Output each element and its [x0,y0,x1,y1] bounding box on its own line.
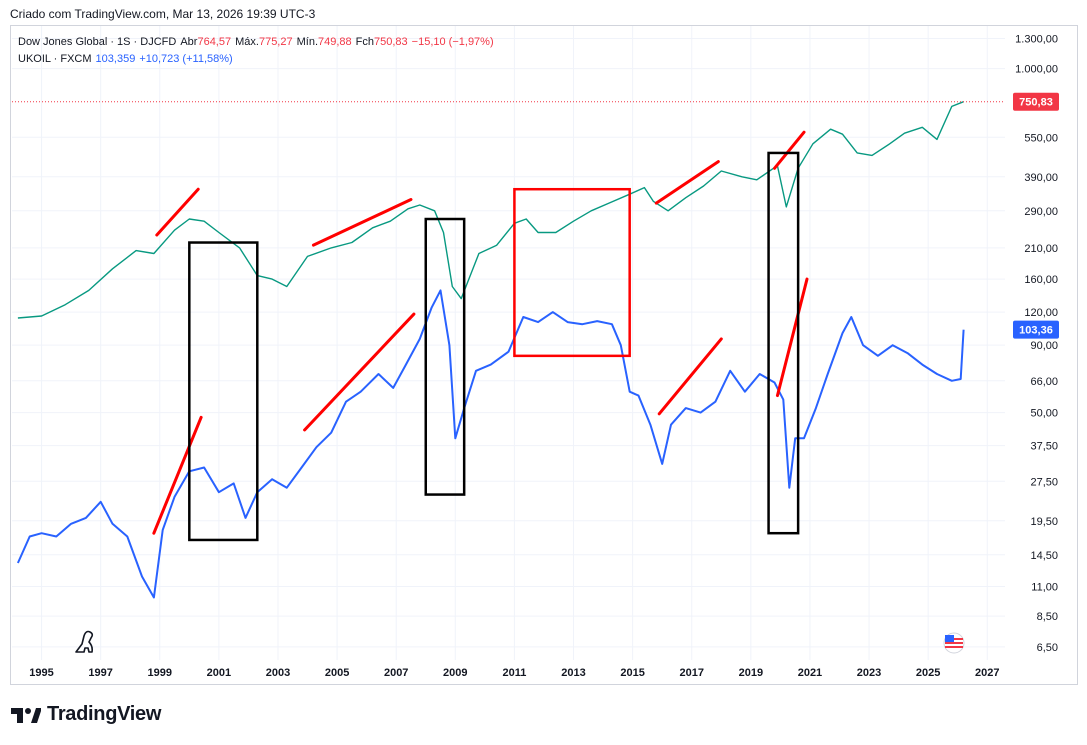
x-tick-label: 2003 [266,667,290,679]
y-tick-label: 11,00 [1031,582,1058,594]
x-tick-label: 2025 [916,667,940,679]
legend-ukoil[interactable]: UKOIL · FXCM 103,359 +10,723 (+11,58%) [18,53,237,65]
trendline [654,160,720,205]
x-tick-label: 2007 [384,667,408,679]
series-layer [12,101,1005,599]
y-tick-label: 27,50 [1030,476,1058,488]
djcfd-name: Dow Jones Global · 1S · DJCFD [18,36,177,48]
y-tick-label: 290,00 [1024,206,1058,218]
x-tick-label: 1999 [148,667,172,679]
y-tick-label: 390,00 [1024,172,1058,184]
grid [12,26,1005,660]
djcfd-low: 749,88 [318,36,352,48]
red-box [513,187,631,358]
trendline [657,337,723,416]
tradingview-brand: TradingView [47,703,162,725]
x-tick-label: 2023 [857,667,881,679]
flag-icon [943,632,965,654]
x-tick-label: 2001 [207,667,231,679]
y-tick-label: 6,50 [1037,642,1058,654]
black-box [188,241,259,542]
x-tick-label: 2015 [620,667,644,679]
tradingview-logo-icon [11,707,41,723]
y-tick-label: 14,50 [1030,550,1058,562]
dj-last-price-badge [1013,92,1059,111]
y-tick-label: 90,00 [1030,340,1058,352]
x-tick-label: 2021 [798,667,822,679]
oil-last-price-label: 103,36 [1019,325,1053,337]
chart-credit: Criado com TradingView.com, Mar 13, 2026… [10,7,316,21]
y-tick-label: 120,00 [1024,307,1058,319]
trendline [311,197,413,247]
y-tick-label: 550,00 [1024,132,1058,144]
y-tick-label: 66,00 [1030,376,1058,388]
dj-last-price-label: 750,83 [1019,97,1053,109]
x-tick-label: 1995 [29,667,53,679]
trendline [303,312,416,432]
y-tick-label: 1.000,00 [1015,64,1058,76]
y-tick-label: 50,00 [1030,408,1058,420]
x-tick-label: 2019 [739,667,763,679]
trendline [772,130,806,170]
ukoil-last: 103,359 [95,53,136,65]
black-box [424,217,466,496]
x-tick-label: 2005 [325,667,349,679]
djcfd-high: 775,27 [258,36,293,48]
trendline [775,277,809,398]
tradingview-logo[interactable]: TradingView [11,703,161,726]
dino-icon[interactable] [75,630,94,653]
y-tick-label: 160,00 [1024,274,1058,286]
y-tick-label: 210,00 [1024,243,1058,255]
chart-frame [10,25,1078,685]
y-tick-label: 19,50 [1030,516,1058,528]
x-tick-label: 2017 [679,667,703,679]
djcfd-low-label: Mín. [296,36,319,48]
ukoil-name: UKOIL · FXCM [18,53,92,65]
x-tick-label: 1997 [88,667,112,679]
x-tick-label: 2011 [502,667,526,679]
trendline [155,187,200,237]
x-tick-label: 2013 [561,667,585,679]
y-axis[interactable]: 1.300,00 1.000,00 550,00 390,00 290,00 210,00… [1015,34,1058,654]
trendline [152,415,203,535]
dj-series-line [17,101,964,319]
oil-last-price-badge [1013,320,1059,339]
legend-djcfd[interactable]: Dow Jones Global · 1S · DJCFD Abr764,57 Má… [18,36,498,48]
x-tick-label: 2009 [443,667,467,679]
oil-series-line [16,289,965,599]
y-tick-label: 1.300,00 [1015,34,1058,46]
djcfd-change: −15,10 (−1,97%) [411,36,494,48]
djcfd-open-label: Abr [180,36,198,48]
x-axis[interactable]: 1995 1997 1999 2001 2003 2005 2007 2009 2011 2013… [29,667,999,679]
y-tick-label: 37,50 [1030,441,1058,453]
x-tick-label: 2027 [975,667,999,679]
djcfd-high-label: Máx. [235,36,259,48]
price-badges: 750,83 103,36 [1013,92,1059,339]
djcfd-close: 750,83 [374,36,408,48]
black-box [767,151,800,535]
annotations [152,130,809,542]
y-tick-label: 8,50 [1037,611,1058,623]
djcfd-close-label: Fch [355,36,375,48]
ukoil-change: +10,723 (+11,58%) [139,53,233,65]
djcfd-open: 764,57 [197,36,232,48]
